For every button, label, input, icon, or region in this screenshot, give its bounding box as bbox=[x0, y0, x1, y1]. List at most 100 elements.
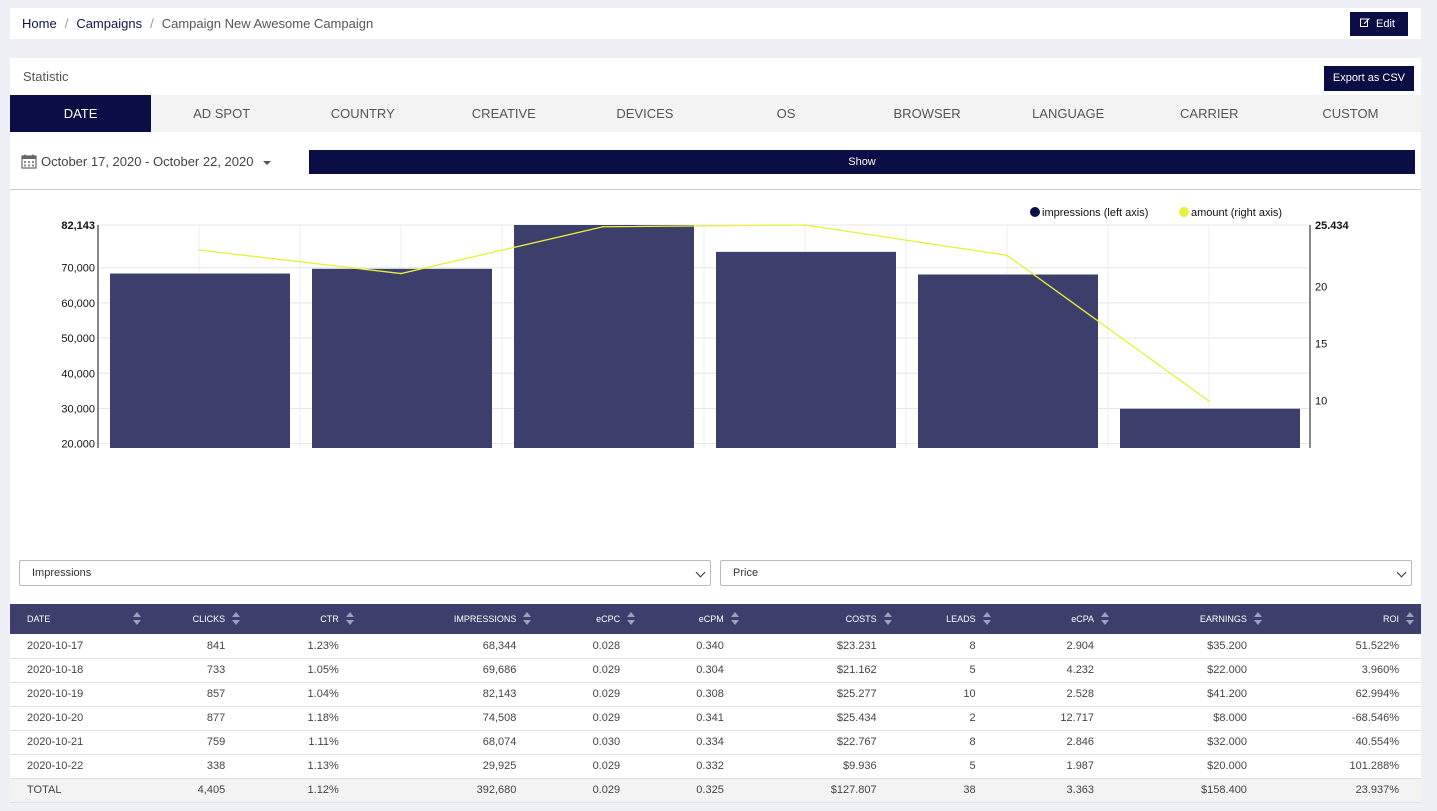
column-header-ecpc[interactable]: eCPC bbox=[538, 604, 642, 634]
tab-language[interactable]: LANGUAGE bbox=[1032, 106, 1105, 121]
sort-icon bbox=[523, 612, 532, 626]
table-cell: 8 bbox=[969, 736, 976, 748]
table-cell: 3.960% bbox=[1361, 664, 1399, 676]
sort-icon bbox=[1253, 612, 1263, 626]
tab-creative[interactable]: CREATIVE bbox=[471, 106, 536, 121]
y-right-tick-label: 15 bbox=[1315, 339, 1327, 351]
column-header-ecpm[interactable]: eCPM bbox=[642, 604, 746, 634]
table-cell: 338 bbox=[206, 760, 226, 772]
table-cell: 0.029 bbox=[592, 760, 621, 772]
table-cell: 68,344 bbox=[482, 639, 517, 652]
table-cell: -68.546% bbox=[1351, 712, 1399, 724]
column-header-ecpa[interactable]: eCPA bbox=[998, 604, 1116, 634]
sort-icon bbox=[730, 612, 740, 626]
table-cell: 0.341 bbox=[696, 712, 724, 724]
table-cell: 1.12% bbox=[307, 784, 339, 796]
breadcrumb-home-link[interactable]: Home bbox=[22, 16, 57, 31]
table-cell: 0.340 bbox=[696, 639, 724, 652]
table-cell: 82,143 bbox=[482, 688, 517, 700]
stats-table: DATE CLICKS CTR IMPRESSIONS eCPC eCPM COSTS LEA… bbox=[10, 604, 1421, 803]
sort-icon bbox=[883, 612, 893, 626]
column-header-roi[interactable]: ROI bbox=[1269, 604, 1421, 634]
tab-os[interactable]: OS bbox=[776, 106, 796, 121]
sort-icon bbox=[982, 612, 992, 626]
table-cell: 0.308 bbox=[696, 688, 724, 700]
table-cell: 0.325 bbox=[696, 784, 724, 796]
sort-icon bbox=[1101, 612, 1110, 626]
table-cell: 2020-10-17 bbox=[27, 639, 84, 652]
tab-devices[interactable]: DEVICES bbox=[616, 106, 674, 121]
card-title: Statistic bbox=[23, 69, 69, 84]
tab-carrier[interactable]: CARRIER bbox=[1180, 106, 1239, 121]
column-header-clicks[interactable]: CLICKS bbox=[148, 604, 247, 634]
chevron-down-icon bbox=[695, 567, 706, 578]
table-cell: 1.18% bbox=[307, 712, 339, 724]
column-header-date[interactable]: DATE bbox=[10, 604, 148, 634]
table-cell: 2020-10-18 bbox=[27, 664, 84, 676]
y-tick-label: 82,143 bbox=[61, 220, 95, 232]
column-header-ctr[interactable]: CTR bbox=[247, 604, 361, 634]
table-cell: 68,074 bbox=[482, 736, 517, 748]
table-cell: 8 bbox=[969, 639, 976, 652]
tab-country[interactable]: COUNTRY bbox=[330, 106, 395, 121]
table-cell: 74,508 bbox=[482, 712, 517, 724]
table-cell: 51.522% bbox=[1355, 639, 1399, 652]
show-button[interactable]: Show bbox=[309, 150, 1415, 174]
table-cell: 4,405 bbox=[197, 784, 226, 796]
metric-select-right[interactable]: Price bbox=[720, 560, 1412, 586]
column-header-earnings[interactable]: EARNINGS bbox=[1116, 604, 1269, 634]
table-cell: 1.04% bbox=[307, 688, 339, 700]
breadcrumb-campaigns-link[interactable]: Campaigns bbox=[76, 16, 143, 31]
sort-icon bbox=[133, 612, 142, 626]
tab-browser[interactable]: BROWSER bbox=[893, 106, 961, 121]
edit-button[interactable]: Edit bbox=[1349, 12, 1408, 36]
column-header-impressions[interactable]: IMPRESSIONS bbox=[361, 604, 539, 634]
amount-point bbox=[198, 249, 200, 251]
table-cell: $20.000 bbox=[1207, 760, 1247, 772]
column-header-leads[interactable]: LEADS bbox=[899, 604, 998, 634]
table-cell: $22.767 bbox=[836, 736, 877, 748]
table-cell: 2020-10-20 bbox=[27, 712, 84, 724]
table-cell: 69,686 bbox=[482, 664, 517, 676]
tab-date[interactable]: DATE bbox=[10, 95, 152, 132]
export-csv-button[interactable]: Export as CSV bbox=[1323, 66, 1414, 91]
metric-select-left[interactable]: Impressions bbox=[19, 560, 711, 586]
table-cell: 841 bbox=[206, 639, 226, 652]
sort-icon bbox=[627, 612, 636, 626]
column-header-costs[interactable]: COSTS bbox=[746, 604, 899, 634]
y-tick-label: 50,000 bbox=[61, 333, 95, 345]
amount-point bbox=[1006, 254, 1008, 257]
table-cell: 2020-10-21 bbox=[27, 736, 84, 748]
legend-label-impressions: impressions (left axis) bbox=[1042, 207, 1148, 219]
amount-point bbox=[602, 225, 604, 228]
table-cell: $35.200 bbox=[1207, 639, 1247, 652]
date-range-picker[interactable]: October 17, 2020 - October 22, 2020 bbox=[21, 154, 272, 169]
bar bbox=[716, 251, 896, 448]
table-cell: 733 bbox=[206, 664, 226, 676]
table-cell: 23.937% bbox=[1355, 784, 1399, 796]
tab-ad-spot[interactable]: AD SPOT bbox=[193, 106, 251, 121]
table-cell: 3.363 bbox=[1066, 784, 1095, 796]
table-cell: 2020-10-22 bbox=[27, 760, 84, 772]
legend-swatch-impressions bbox=[1030, 207, 1040, 217]
y-right-tick-label: 10 bbox=[1315, 395, 1327, 407]
y-tick-label: 20,000 bbox=[61, 439, 95, 448]
table-cell: 2 bbox=[969, 712, 976, 724]
table-cell: 1.987 bbox=[1066, 760, 1095, 772]
bar bbox=[312, 268, 492, 448]
table-cell: $9.936 bbox=[843, 760, 877, 772]
table-cell: 0.332 bbox=[696, 760, 724, 772]
tab-custom[interactable]: CUSTOM bbox=[1322, 106, 1379, 121]
table-cell: 857 bbox=[206, 688, 226, 700]
y-tick-label: 60,000 bbox=[61, 298, 95, 310]
table-total-row: TOTAL 4,405 1.12% 392,680 0.029 0.325 $127.807… bbox=[10, 778, 1421, 802]
sort-icon bbox=[232, 612, 241, 626]
divider bbox=[10, 189, 1421, 190]
table-cell: 0.029 bbox=[592, 784, 621, 796]
table-cell: 2.528 bbox=[1066, 688, 1095, 700]
table-cell: 1.23% bbox=[307, 639, 339, 652]
amount-point bbox=[400, 272, 402, 275]
table-cell: 101.288% bbox=[1349, 760, 1399, 772]
edit-icon bbox=[1359, 18, 1373, 30]
y-right-tick-label: 20 bbox=[1315, 282, 1327, 294]
